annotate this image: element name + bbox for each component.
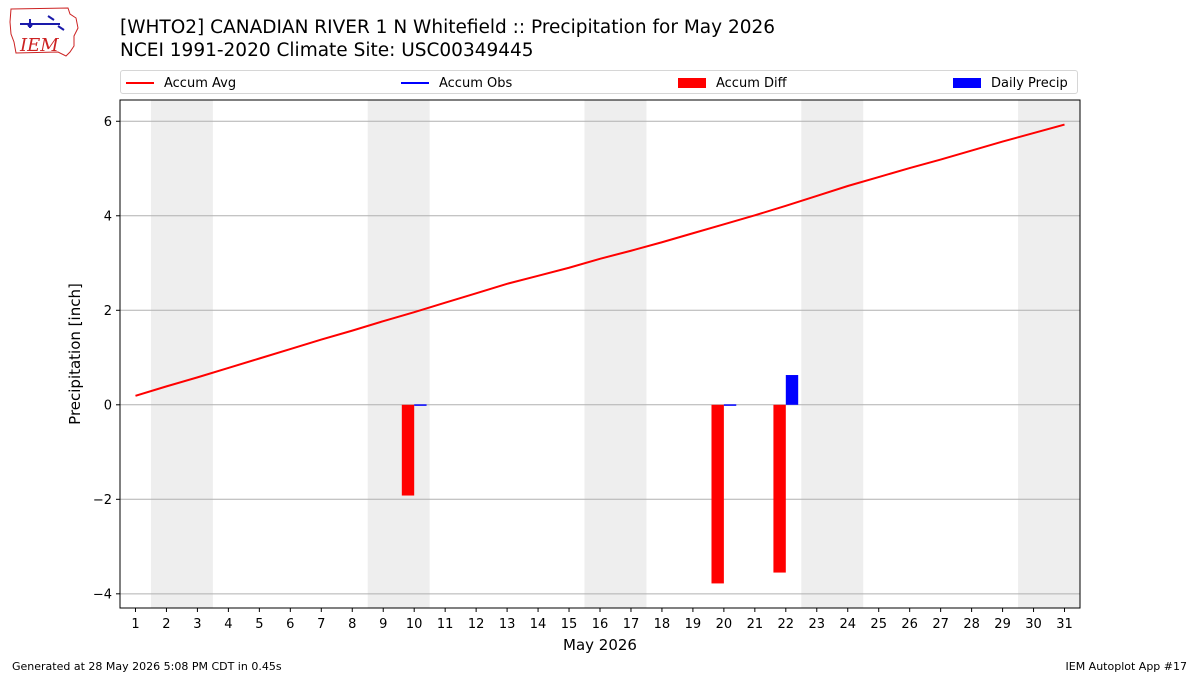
x-tick-label: 21 — [747, 617, 764, 632]
x-tick-label: 14 — [530, 617, 547, 632]
legend-label-accum-avg: Accum Avg — [164, 75, 237, 91]
daily-precip-bar-10 — [414, 404, 427, 406]
x-tick-label: 11 — [437, 617, 454, 632]
y-tick-label: 0 — [104, 398, 112, 413]
y-tick-label: 6 — [104, 115, 112, 130]
x-tick-label: 16 — [592, 617, 609, 632]
accum-diff-bar-22 — [773, 404, 786, 573]
legend-label-accum-diff: Accum Diff — [716, 75, 787, 91]
y-tick-label: 4 — [104, 209, 112, 224]
y-tick-label: 2 — [104, 304, 112, 319]
x-tick-label: 17 — [623, 617, 640, 632]
weekend-shade-4 — [1018, 100, 1080, 608]
logo-text: IEM — [19, 35, 59, 56]
x-tick-label: 28 — [963, 617, 980, 632]
x-tick-label: 24 — [839, 617, 856, 632]
weekend-shade-2 — [584, 100, 647, 608]
plot-frame — [119, 99, 1081, 609]
chart-title: [WHTO2] CANADIAN RIVER 1 N Whitefield ::… — [120, 17, 776, 38]
legend-swatch-daily-precip — [953, 78, 981, 88]
x-tick-label: 19 — [685, 617, 702, 632]
accum-avg-line — [135, 123, 1065, 397]
x-tick-label: 25 — [870, 617, 887, 632]
chart-subtitle: NCEI 1991-2020 Climate Site: USC00349445 — [120, 40, 534, 61]
daily-precip-bar-20 — [723, 404, 737, 406]
x-tick-label: 12 — [468, 617, 485, 632]
legend-swatch-accum-diff — [678, 78, 706, 88]
x-tick-label: 6 — [286, 617, 294, 632]
iowa-state-outline-icon — [9, 7, 79, 57]
legend-item-daily-precip: Daily Precip — [953, 74, 1068, 92]
x-tick-label: 15 — [561, 617, 578, 632]
x-tick-label: 30 — [1025, 617, 1042, 632]
accum-diff-bar-10 — [401, 404, 415, 496]
x-tick-label: 4 — [224, 617, 232, 632]
x-tick-label: 31 — [1056, 617, 1073, 632]
daily-precip-bar-22 — [785, 375, 799, 405]
x-axis-label: May 2026 — [563, 636, 637, 654]
x-tick-label: 1 — [131, 617, 139, 632]
legend: Accum Avg Accum Obs Accum Diff Daily Pre… — [120, 70, 1078, 94]
weekend-shade-1 — [367, 100, 430, 608]
x-tick-label: 13 — [499, 617, 516, 632]
legend-label-accum-obs: Accum Obs — [439, 75, 513, 91]
x-tick-label: 10 — [406, 617, 423, 632]
x-tick-label: 18 — [654, 617, 671, 632]
y-axis-label: Precipitation [inch] — [66, 283, 84, 425]
x-tick-label: 29 — [994, 617, 1011, 632]
weekend-shade-0 — [150, 100, 213, 608]
footer-generated: Generated at 28 May 2026 5:08 PM CDT in … — [12, 660, 282, 673]
legend-swatch-accum-avg — [126, 82, 154, 84]
legend-item-accum-avg: Accum Avg — [126, 74, 236, 92]
footer-app: IEM Autoplot App #17 — [1065, 660, 1188, 673]
legend-label-daily-precip: Daily Precip — [991, 75, 1068, 91]
legend-swatch-accum-obs — [401, 82, 429, 84]
iem-logo: IEM — [9, 7, 79, 57]
x-tick-label: 5 — [255, 617, 263, 632]
x-tick-label: 23 — [809, 617, 826, 632]
x-tick-label: 3 — [193, 617, 201, 632]
y-tick-label: −2 — [93, 493, 112, 508]
legend-item-accum-obs: Accum Obs — [401, 74, 512, 92]
x-tick-label: 27 — [932, 617, 949, 632]
x-tick-label: 22 — [778, 617, 795, 632]
legend-item-accum-diff: Accum Diff — [678, 74, 787, 92]
x-tick-label: 2 — [162, 617, 170, 632]
y-tick-label: −4 — [93, 587, 112, 602]
weekend-shade-3 — [801, 100, 864, 608]
x-tick-label: 8 — [348, 617, 356, 632]
x-tick-label: 9 — [379, 617, 387, 632]
x-tick-label: 7 — [317, 617, 325, 632]
x-tick-label: 20 — [716, 617, 733, 632]
x-tick-label: 26 — [901, 617, 918, 632]
accum-diff-bar-20 — [711, 404, 724, 584]
